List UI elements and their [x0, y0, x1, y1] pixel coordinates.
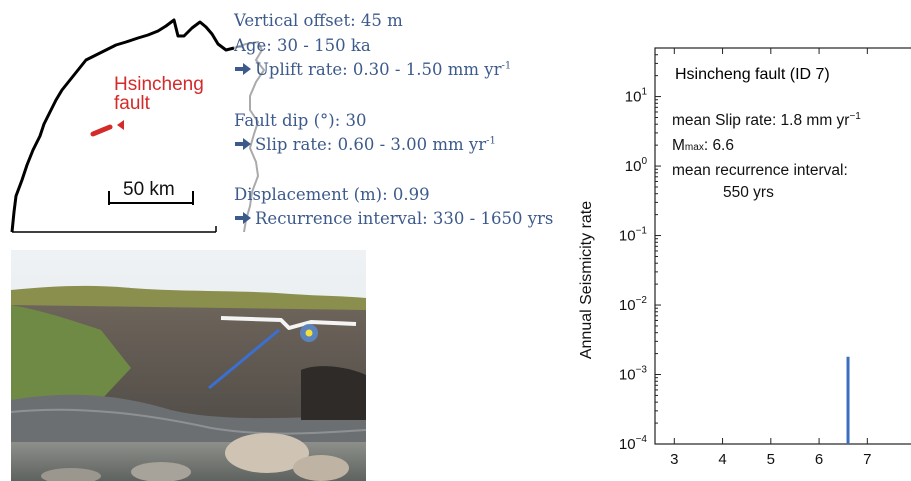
age-text: Age: 30 - 150 ka [234, 36, 371, 55]
outcrop-photo [11, 250, 366, 481]
slip-rate-text: Slip rate: 0.60 - 3.00 mm yr-1 [234, 135, 496, 154]
fault-dip-text: Fault dip (°): 30 [234, 111, 367, 130]
map-coastline [10, 18, 235, 233]
map-gray-boundary [233, 40, 266, 233]
arrow-right-icon [235, 212, 251, 224]
vertical-offset-text: Vertical offset: 45 m [234, 11, 403, 30]
displacement-text: Displacement (m): 0.99 [234, 185, 430, 204]
y-tick-label: 10−3 [619, 365, 648, 384]
x-tick-label: 6 [815, 451, 823, 468]
plot-frame [654, 47, 911, 445]
photo-terrace-line [220, 316, 357, 330]
y-tick-label: 10−2 [619, 295, 648, 314]
chart-axes [654, 47, 911, 445]
chart-ylabel: Annual Seismicity rate [578, 201, 595, 359]
scale-bar [108, 191, 194, 205]
arrow-right-icon [235, 63, 251, 75]
uplift-rate-text: Uplift rate: 0.30 - 1.50 mm yr-1 [234, 60, 511, 79]
scale-label: 50 km [123, 179, 175, 200]
chart-title: Hsincheng fault (ID 7) [675, 66, 830, 83]
chart-recurrence-line1: mean recurrence interval: [672, 162, 848, 179]
recurrence-text: Recurrence interval: 330 - 1650 yrs [234, 209, 553, 228]
x-tick-label: 5 [767, 451, 775, 468]
y-tick-label: 10−4 [619, 434, 648, 453]
x-tick-label: 7 [863, 451, 871, 468]
chart-mmax: Mmax: 6.6 [672, 137, 734, 154]
fault-dip-marker [117, 120, 124, 130]
fault-name-label: Hsincheng fault [114, 74, 204, 114]
chart-recurrence-line2: 550 yrs [723, 184, 774, 201]
photo-fault-line [208, 328, 280, 390]
y-tick-label: 10−1 [619, 226, 648, 245]
fault-trace [90, 124, 113, 137]
chart-slip-rate: mean Slip rate: 1.8 mm yr−1 [672, 111, 861, 129]
x-tick-label: 3 [670, 451, 678, 468]
y-tick-label: 100 [625, 156, 648, 175]
arrow-right-icon [235, 138, 251, 150]
x-tick-label: 4 [718, 451, 726, 468]
taiwan-map [10, 18, 266, 233]
y-tick-label: 101 [625, 87, 648, 106]
